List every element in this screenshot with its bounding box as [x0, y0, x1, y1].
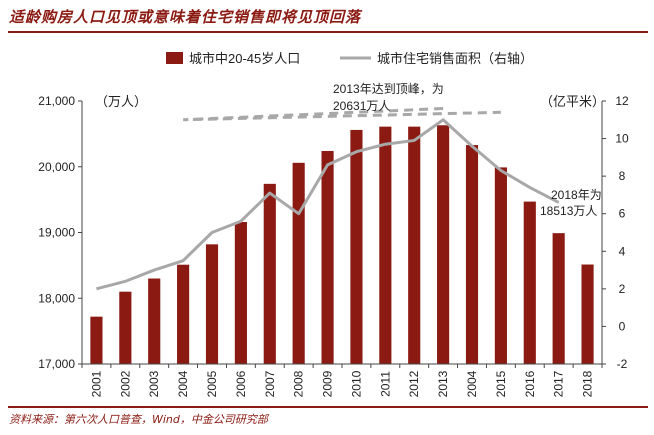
- bar-2010: [350, 129, 363, 364]
- title-rule: [8, 31, 648, 33]
- x-tick-label: 2003: [147, 370, 161, 397]
- bar-2002: [119, 291, 132, 364]
- bar-2016: [523, 201, 536, 364]
- legend-bar-swatch: [166, 52, 183, 64]
- bar-2012: [408, 126, 421, 364]
- bar-2015: [494, 167, 507, 364]
- x-tick-label: 2015: [494, 370, 508, 397]
- line-series-dashed: [183, 107, 501, 122]
- x-tick-label: 2012: [407, 370, 421, 397]
- x-tick-label: 2016: [523, 370, 537, 397]
- y2018-annotation: 2018年为 18513万人: [540, 188, 602, 218]
- right-tick-label: 12: [615, 94, 629, 108]
- bar-2007: [263, 183, 276, 364]
- peak-annotation-line2: 20631万人: [333, 99, 390, 113]
- x-tick-label: 2004: [465, 370, 479, 397]
- bar-2004: [177, 264, 190, 364]
- chart-title: 适龄购房人口见顶或意味着住宅销售即将见顶回落: [9, 8, 362, 26]
- x-tick-label: 2008: [292, 370, 306, 397]
- footer-rule: [8, 406, 648, 408]
- x-tick-label: 2011: [378, 371, 392, 397]
- source-note: 资料来源：第六次人口普查，Wind，中金公司研究部: [9, 413, 268, 426]
- x-tick-label: 2018: [581, 370, 595, 397]
- left-tick-label: 20,000: [38, 160, 75, 174]
- x-tick-label: 2004: [176, 370, 190, 397]
- x-tick-label: 2002: [118, 370, 132, 397]
- peak-annotation-line1: 2013年达到顶峰，为: [333, 82, 444, 96]
- left-tick-label: 17,000: [38, 357, 75, 371]
- x-tick-label: 2010: [349, 370, 363, 397]
- bar-2013: [437, 125, 450, 364]
- right-tick-label: -2: [617, 357, 628, 371]
- bar-2017: [552, 233, 565, 364]
- line-series: [96, 118, 560, 291]
- right-tick-label: 0: [619, 319, 626, 333]
- left-tick-label: 21,000: [38, 94, 75, 108]
- bar-2011: [379, 126, 392, 364]
- bar-2009: [321, 150, 334, 364]
- peak-annotation: 2013年达到顶峰，为 20631万人: [333, 82, 444, 113]
- y2018-annotation-line1: 2018年为: [551, 188, 602, 202]
- legend-line-label: 城市住宅销售面积（右轴）: [377, 51, 533, 66]
- legend-bar-label: 城市中20-45岁人口: [189, 51, 300, 66]
- right-tick-label: 10: [615, 132, 629, 146]
- x-tick-label: 2017: [552, 370, 566, 397]
- bar-2006: [234, 221, 247, 364]
- right-tick-label: 2: [619, 282, 626, 296]
- right-tick-label: 6: [619, 207, 626, 221]
- x-tick-label: 2007: [263, 370, 277, 397]
- left-axis-unit: （万人）: [95, 94, 147, 109]
- bar-2018: [581, 264, 594, 364]
- left-tick-label: 19,000: [38, 226, 75, 240]
- y2018-annotation-line2: 18513万人: [540, 204, 597, 218]
- bar-2003: [148, 278, 161, 364]
- right-tick-label: 8: [619, 169, 626, 183]
- x-tick-label: 2009: [321, 370, 335, 397]
- bar-2008: [292, 162, 305, 364]
- left-tick-label: 18,000: [38, 291, 75, 305]
- bar-2005: [205, 244, 219, 364]
- x-tick-label: 2005: [205, 370, 219, 397]
- x-tick-label: 2001: [89, 370, 103, 397]
- legend: 城市中20-45岁人口 城市住宅销售面积（右轴）: [166, 51, 533, 66]
- right-axis-unit: （亿平米）: [540, 94, 605, 109]
- right-tick-label: 4: [619, 244, 626, 258]
- x-tick-label: 2006: [234, 370, 248, 397]
- bar-2001: [90, 316, 103, 364]
- bar-2004: [465, 145, 479, 364]
- x-tick-label: 2013: [436, 370, 450, 397]
